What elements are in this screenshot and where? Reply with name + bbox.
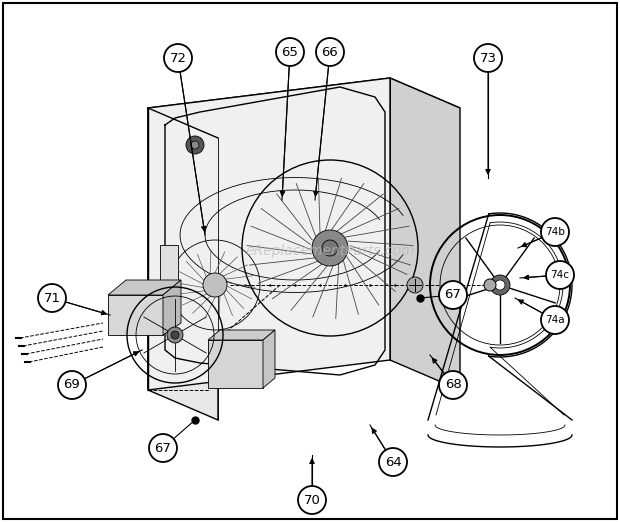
Text: 68: 68 bbox=[445, 378, 461, 392]
Circle shape bbox=[191, 141, 199, 149]
Circle shape bbox=[474, 44, 502, 72]
Polygon shape bbox=[148, 108, 218, 420]
Text: 73: 73 bbox=[479, 52, 497, 65]
Circle shape bbox=[186, 136, 204, 154]
Circle shape bbox=[541, 306, 569, 334]
Polygon shape bbox=[148, 78, 460, 138]
Circle shape bbox=[58, 371, 86, 399]
Text: 67: 67 bbox=[445, 289, 461, 302]
FancyBboxPatch shape bbox=[160, 245, 178, 297]
Text: eReplacementParts.com: eReplacementParts.com bbox=[246, 244, 415, 258]
Circle shape bbox=[322, 240, 338, 256]
Text: 74a: 74a bbox=[545, 315, 565, 325]
Polygon shape bbox=[108, 295, 163, 335]
Circle shape bbox=[316, 38, 344, 66]
Circle shape bbox=[207, 277, 223, 293]
Polygon shape bbox=[390, 78, 460, 390]
Circle shape bbox=[171, 331, 179, 339]
Text: 69: 69 bbox=[64, 378, 81, 392]
Circle shape bbox=[546, 261, 574, 289]
Circle shape bbox=[203, 273, 227, 297]
Text: 65: 65 bbox=[281, 45, 298, 58]
Polygon shape bbox=[108, 280, 181, 295]
Circle shape bbox=[495, 280, 505, 290]
Circle shape bbox=[164, 44, 192, 72]
Circle shape bbox=[312, 230, 348, 266]
Circle shape bbox=[541, 218, 569, 246]
Circle shape bbox=[407, 277, 423, 293]
Circle shape bbox=[38, 284, 66, 312]
Circle shape bbox=[149, 434, 177, 462]
Text: 66: 66 bbox=[322, 45, 339, 58]
Text: 70: 70 bbox=[304, 493, 321, 506]
Polygon shape bbox=[208, 330, 275, 340]
Circle shape bbox=[298, 486, 326, 514]
Polygon shape bbox=[148, 78, 390, 390]
Circle shape bbox=[484, 279, 496, 291]
Text: 64: 64 bbox=[384, 456, 401, 469]
Circle shape bbox=[167, 327, 183, 343]
Text: 71: 71 bbox=[43, 291, 61, 304]
Text: 74b: 74b bbox=[545, 227, 565, 237]
Polygon shape bbox=[208, 340, 263, 388]
Circle shape bbox=[439, 371, 467, 399]
Circle shape bbox=[439, 281, 467, 309]
Polygon shape bbox=[263, 330, 275, 388]
Circle shape bbox=[379, 448, 407, 476]
Text: 67: 67 bbox=[154, 442, 172, 455]
Circle shape bbox=[276, 38, 304, 66]
Text: 72: 72 bbox=[169, 52, 187, 65]
Text: 74c: 74c bbox=[551, 270, 570, 280]
Polygon shape bbox=[163, 280, 181, 335]
Circle shape bbox=[490, 275, 510, 295]
